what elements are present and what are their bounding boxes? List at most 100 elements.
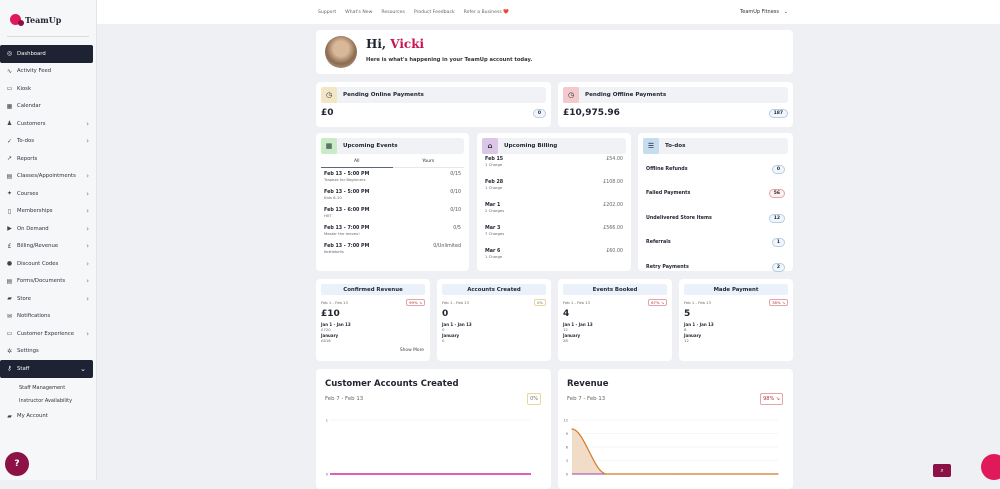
card-title: Upcoming Billing	[504, 143, 558, 149]
billing-row[interactable]: Feb 28 1 Charge £108.00	[477, 180, 631, 203]
sidebar-item-forms-documents[interactable]: ▤ Forms/Documents ›	[0, 273, 96, 291]
sidebar-item-courses[interactable]: ✦ Courses ›	[0, 185, 96, 203]
link-resources[interactable]: Resources	[381, 9, 405, 15]
sidebar-item-discount-codes[interactable]: ● Discount Codes ›	[0, 255, 96, 273]
sidebar-item-on-demand[interactable]: ▶ On Demand ›	[0, 220, 96, 238]
tab-yours[interactable]: Yours	[392, 159, 464, 168]
chevron-right-icon: ›	[86, 207, 89, 216]
sidebar-item-to-dos[interactable]: ✓ To-dos ›	[0, 133, 96, 151]
chat-button[interactable]	[981, 454, 1000, 480]
month-value: £816	[321, 338, 331, 343]
event-row[interactable]: Feb 13 - 7:00 PM Kettlebells 0/Unlimited	[316, 244, 469, 262]
trend-down-icon: ↘	[660, 300, 664, 305]
search-button[interactable]: ⌕	[933, 464, 951, 477]
sidebar-item-staff[interactable]: ⚷ Staff ⌄	[0, 360, 93, 378]
y-tick-label: 6	[566, 446, 568, 450]
account-name: TeamUp Fitness	[740, 9, 780, 15]
pending-amount: £0	[321, 108, 334, 118]
event-row[interactable]: Feb 13 - 5:00 PM Kids 6-10 0/10	[316, 190, 469, 208]
chevron-right-icon: ›	[86, 189, 89, 198]
prev-range-label: Jan 1 - Jan 13	[684, 322, 714, 327]
event-row[interactable]: Feb 13 - 6:00 PM HIIT 0/10	[316, 208, 469, 226]
monitor-icon: ▭	[6, 330, 13, 338]
sidebar-subitem[interactable]: Instructor Availability	[19, 398, 73, 404]
change-value: 98%	[763, 396, 775, 402]
tab-all[interactable]: All	[321, 159, 393, 168]
clock-icon: ◷	[563, 87, 579, 103]
chevron-right-icon: ›	[86, 172, 89, 181]
trend-down-icon: ↘	[775, 396, 780, 402]
sidebar-item-store[interactable]: ▰ Store ›	[0, 290, 96, 308]
sidebar-item-billing-revenue[interactable]: £ Billing/Revenue ›	[0, 238, 96, 256]
sidebar-item-classes-appointments[interactable]: ▤ Classes/Appointments ›	[0, 168, 96, 186]
pending-payments-card[interactable]: ◷ Pending Offline Payments £10,975.96 187	[558, 82, 793, 127]
sidebar-item-label: Customers	[17, 120, 46, 127]
todo-count: 2	[771, 262, 785, 272]
sidebar-item-memberships[interactable]: ▯ Memberships ›	[0, 203, 96, 221]
billing-charges: 7 Charges	[485, 231, 505, 236]
sidebar-item-label: Customer Experience	[17, 330, 74, 337]
billing-row[interactable]: Feb 15 1 Charge £54.00	[477, 157, 631, 180]
todo-row[interactable]: Failed Payments 56	[638, 182, 793, 207]
data-point	[777, 473, 779, 475]
link-product-feedback[interactable]: Product Feedback	[413, 9, 455, 15]
todo-row[interactable]: Undelivered Store Items 12	[638, 206, 793, 231]
month-label: January	[684, 333, 702, 338]
sidebar-item-customers[interactable]: ♟ Customers ›	[0, 115, 96, 133]
chevron-right-icon: ›	[86, 137, 89, 146]
month-label: January	[442, 333, 460, 338]
link-support[interactable]: Support	[318, 9, 337, 15]
chevron-right-icon: ›	[86, 259, 89, 268]
pending-payments-card[interactable]: ◷ Pending Online Payments £0 0	[316, 82, 551, 127]
chevron-right-icon: ›	[86, 277, 89, 286]
prev-range-label: Jan 1 - Jan 13	[442, 322, 472, 327]
sidebar-item-dashboard[interactable]: ◎ Dashboard	[0, 45, 93, 63]
help-button[interactable]: ?	[5, 452, 29, 476]
sidebar-item-my-account[interactable]: ▰ My Account	[0, 408, 96, 426]
todo-label: Retry Payments	[646, 264, 689, 270]
forms-icon: ▤	[6, 277, 13, 285]
event-capacity: 0/15	[450, 172, 461, 177]
chart-card: Customer Accounts Created Feb 7 - Feb 13…	[316, 369, 551, 489]
todo-row[interactable]: Referrals 1	[638, 231, 793, 256]
upcoming-billing-card: ⌂ Upcoming Billing Feb 15 1 Charge £54.00 Fe…	[477, 133, 631, 271]
sidebar-item-label: Dashboard	[17, 50, 46, 57]
show-more-link[interactable]: Show More	[399, 348, 424, 353]
sidebar-item-reports[interactable]: ↗ Reports	[0, 150, 96, 168]
event-name: Kettlebells	[324, 249, 344, 254]
sidebar-item-label: Discount Codes	[17, 260, 59, 267]
event-capacity: 0/5	[453, 226, 461, 231]
sidebar-item-customer-experience[interactable]: ▭ Customer Experience ›	[0, 325, 96, 343]
event-capacity: 0/10	[450, 190, 461, 195]
todo-row[interactable]: Offline Refunds 0	[638, 157, 793, 182]
sidebar-item-calendar[interactable]: ▦ Calendar	[0, 98, 96, 116]
sidebar-item-settings[interactable]: ✲ Settings	[0, 343, 96, 361]
count-badge: 187	[768, 108, 788, 118]
sidebar-item-label: Billing/Revenue	[17, 243, 59, 250]
change-badge: 99% ↘	[406, 299, 425, 306]
dashboard-icon: ◎	[6, 50, 13, 58]
link-whats-new[interactable]: What's New	[345, 9, 373, 15]
sidebar-item-notifications[interactable]: ✉ Notifications	[0, 308, 96, 326]
event-time: Feb 13 - 5:00 PM	[324, 172, 370, 177]
stat-value: £10	[321, 309, 340, 319]
sidebar-item-kiosk[interactable]: ▭ Kiosk	[0, 80, 96, 98]
event-row[interactable]: Feb 13 - 7:00 PM Master the moves! 0/5	[316, 226, 469, 244]
chart-range: Feb 7 - Feb 13	[567, 396, 606, 402]
sidebar-item-label: Calendar	[17, 103, 41, 110]
account-switcher[interactable]: TeamUp Fitness ⌄	[740, 9, 788, 15]
sidebar-subitem[interactable]: Staff Management	[19, 385, 66, 391]
courses-icon: ✦	[6, 190, 13, 198]
sidebar-item-activity-feed[interactable]: ∿ Activity Feed	[0, 63, 96, 81]
change-value: 38%	[772, 300, 781, 305]
todo-row[interactable]: Retry Payments 2	[638, 255, 793, 280]
event-row[interactable]: Feb 13 - 5:00 PM Trapeze for Beginners 0/1…	[316, 172, 469, 190]
teamup-logo[interactable]: TeamUp	[0, 0, 96, 30]
sidebar-item-label: Activity Feed	[17, 68, 52, 75]
chart-plot: 10	[326, 419, 531, 477]
card-title: To-dos	[665, 143, 686, 149]
link-refer-business[interactable]: Refer a Business ❤️	[463, 9, 509, 15]
